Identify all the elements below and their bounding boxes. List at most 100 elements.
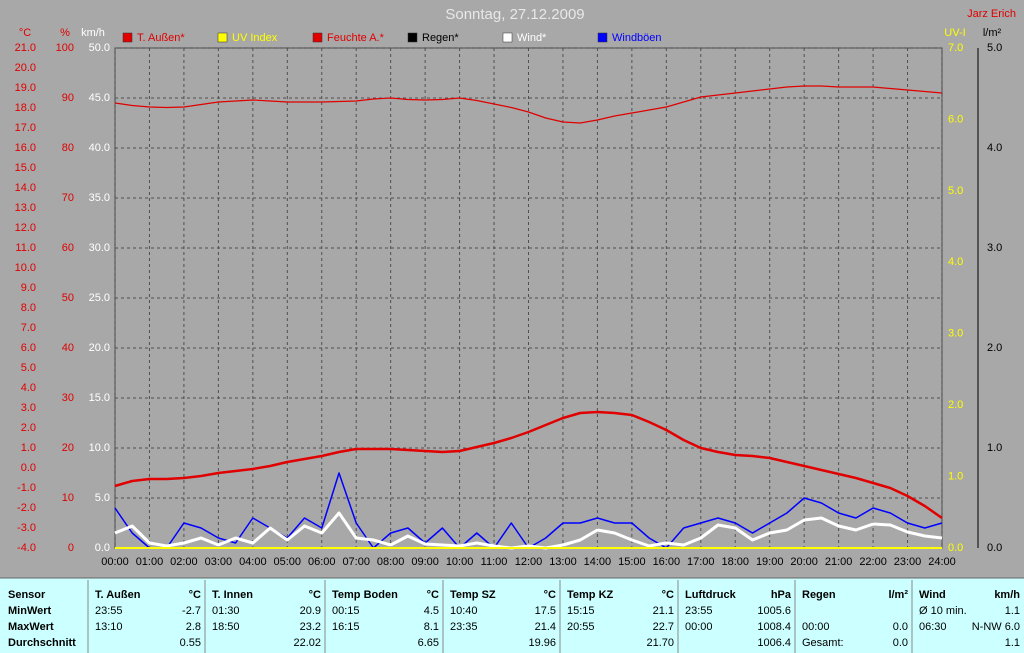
y-tick-label: 20.0 <box>89 342 110 354</box>
cell-time: 00:15 <box>332 605 360 617</box>
y-tick-label: 30.0 <box>89 242 110 254</box>
column-unit: °C <box>544 589 556 601</box>
column-unit: °C <box>189 589 201 601</box>
x-tick-label: 05:00 <box>274 556 302 568</box>
column-header: Temp SZ <box>450 589 496 601</box>
legend-swatch <box>217 32 228 43</box>
cell-time: 13:10 <box>95 621 123 633</box>
table-background <box>0 578 1024 653</box>
y-tick-label: 14.0 <box>15 182 36 194</box>
cell-value: -2.7 <box>182 605 201 617</box>
y-tick-label: 3.0 <box>21 402 36 414</box>
y-tick-label: 10.0 <box>89 442 110 454</box>
x-tick-label: 20:00 <box>790 556 818 568</box>
x-tick-label: 07:00 <box>342 556 370 568</box>
y-tick-label: 25.0 <box>89 292 110 304</box>
y-tick-label: -3.0 <box>17 522 36 534</box>
x-tick-label: 11:00 <box>481 556 508 568</box>
y-tick-label: 12.0 <box>15 222 36 234</box>
cell-value: 0.55 <box>180 637 201 649</box>
row-label: MinWert <box>8 605 52 617</box>
legend-label: Regen* <box>422 32 459 44</box>
y-tick-label: 11.0 <box>15 242 36 254</box>
legend-swatch <box>312 32 323 43</box>
series-line <box>114 85 943 124</box>
cell-time: 23:55 <box>95 605 123 617</box>
y-tick-label: 0.0 <box>95 542 110 554</box>
cell-time: 20:55 <box>567 621 595 633</box>
cell-value: 23.2 <box>300 621 321 633</box>
column-unit: °C <box>427 589 439 601</box>
y-tick-label: 40.0 <box>89 142 110 154</box>
cell-time: Ø 10 min. <box>919 605 967 617</box>
y-tick-label: 60 <box>62 242 74 254</box>
cell-value: 1.1 <box>1005 605 1020 617</box>
y-tick-label: 15.0 <box>89 392 110 404</box>
column-unit: °C <box>309 589 321 601</box>
column-unit: hPa <box>771 589 792 601</box>
y-tick-label: 2.0 <box>987 342 1002 354</box>
legend-swatch <box>407 32 418 43</box>
table-header: Sensor <box>8 589 46 601</box>
y-tick-label: 4.0 <box>21 382 36 394</box>
column-header: T. Innen <box>212 589 253 601</box>
y-tick-label: 5.0 <box>948 185 963 197</box>
x-tick-label: 17:00 <box>687 556 715 568</box>
cell-value: 1006.4 <box>757 637 791 649</box>
column-header: T. Außen <box>95 589 141 601</box>
y-tick-label: 5.0 <box>987 42 1002 54</box>
x-tick-label: 23:00 <box>894 556 922 568</box>
axis-label: °C <box>19 27 31 39</box>
y-tick-label: 70 <box>62 192 74 204</box>
x-tick-label: 10:00 <box>446 556 474 568</box>
axis-label: l/m² <box>983 27 1002 39</box>
cell-value: 0.0 <box>893 637 908 649</box>
cell-value: 20.9 <box>300 605 321 617</box>
series-line <box>114 511 943 550</box>
legend-swatch <box>502 32 513 43</box>
y-tick-label: 6.0 <box>948 113 963 125</box>
legend-label: T. Außen* <box>137 32 185 44</box>
column-unit: l/m² <box>888 589 908 601</box>
y-tick-label: 21.0 <box>15 42 36 54</box>
y-tick-label: 9.0 <box>21 282 36 294</box>
y-tick-label: 5.0 <box>95 492 110 504</box>
column-header: Temp KZ <box>567 589 614 601</box>
cell-value: 21.1 <box>653 605 674 617</box>
chart-title: Sonntag, 27.12.2009 <box>445 6 584 23</box>
cell-time: 00:00 <box>802 621 830 633</box>
legend-swatch <box>122 32 133 43</box>
x-tick-label: 18:00 <box>721 556 749 568</box>
cell-value: 8.1 <box>424 621 439 633</box>
y-tick-label: 6.0 <box>21 342 36 354</box>
y-tick-label: 100 <box>56 42 74 54</box>
cell-value: 1008.4 <box>757 621 791 633</box>
cell-value: 1.1 <box>1005 637 1020 649</box>
y-tick-label: 0 <box>68 542 74 554</box>
axis-label: UV-I <box>944 27 965 39</box>
y-tick-label: 30 <box>62 392 74 404</box>
x-tick-label: 03:00 <box>205 556 233 568</box>
y-tick-label: 2.0 <box>21 422 36 434</box>
x-tick-label: 09:00 <box>411 556 439 568</box>
cell-time: 00:00 <box>685 621 713 633</box>
x-tick-label: 22:00 <box>859 556 887 568</box>
y-tick-label: 50 <box>62 292 74 304</box>
y-tick-label: 10.0 <box>15 262 36 274</box>
y-tick-label: 1.0 <box>21 442 36 454</box>
legend-label: Feuchte A.* <box>327 32 385 44</box>
x-tick-label: 15:00 <box>618 556 646 568</box>
y-tick-label: 15.0 <box>15 162 36 174</box>
x-tick-label: 06:00 <box>308 556 336 568</box>
legend-label: Windböen <box>612 32 662 44</box>
x-tick-label: 13:00 <box>549 556 577 568</box>
author: Jarz Erich <box>967 8 1016 20</box>
axis-label: % <box>60 27 70 39</box>
cell-value: N-NW 6.0 <box>972 621 1020 633</box>
y-tick-label: 17.0 <box>15 122 36 134</box>
row-label: Durchschnitt <box>8 637 76 649</box>
y-tick-label: 0.0 <box>987 542 1002 554</box>
cell-value: 21.4 <box>535 621 556 633</box>
y-tick-label: 3.0 <box>948 328 963 340</box>
